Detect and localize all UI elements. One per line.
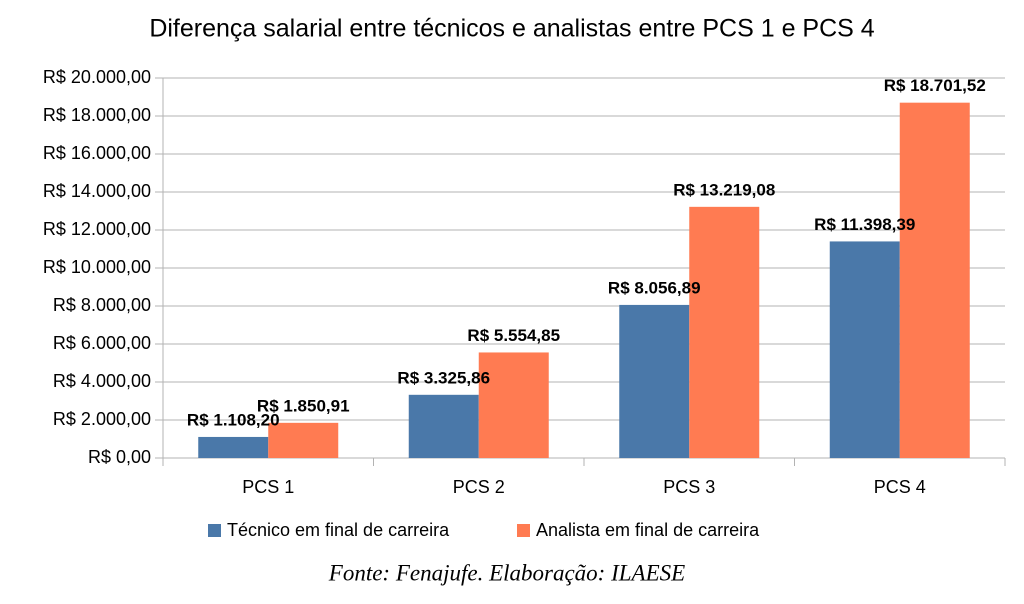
x-tick-label: PCS 4 (874, 477, 926, 497)
value-label: R$ 5.554,85 (467, 326, 560, 345)
chart-title: Diferença salarial entre técnicos e anal… (149, 15, 874, 43)
y-tick-label: R$ 2.000,00 (53, 409, 151, 429)
y-tick-label: R$ 4.000,00 (53, 371, 151, 391)
legend-label: Analista em final de carreira (536, 520, 760, 540)
y-tick-label: R$ 14.000,00 (43, 181, 151, 201)
x-tick-label: PCS 1 (242, 477, 294, 497)
legend-label: Técnico em final de carreira (227, 520, 450, 540)
value-label: R$ 18.701,52 (884, 76, 986, 95)
bar (829, 241, 900, 458)
value-label: R$ 13.219,08 (673, 180, 775, 199)
y-tick-label: R$ 0,00 (88, 447, 151, 467)
bar (689, 206, 760, 458)
x-tick-label: PCS 3 (663, 477, 715, 497)
bar (478, 352, 549, 458)
bar (268, 422, 339, 458)
y-tick-label: R$ 8.000,00 (53, 295, 151, 315)
value-label: R$ 11.398,39 (814, 215, 915, 234)
x-tick-label: PCS 2 (453, 477, 505, 497)
bar (899, 102, 970, 459)
bar (619, 304, 690, 458)
y-tick-label: R$ 18.000,00 (43, 105, 151, 125)
legend-swatch (517, 524, 530, 537)
y-tick-label: R$ 10.000,00 (43, 257, 151, 277)
value-label: R$ 1.108,20 (187, 410, 280, 429)
y-tick-label: R$ 6.000,00 (53, 333, 151, 353)
bar (408, 394, 479, 458)
legend-swatch (208, 524, 221, 537)
y-tick-label: R$ 12.000,00 (43, 219, 151, 239)
source-note: Fonte: Fenajufe. Elaboração: ILAESE (328, 560, 685, 585)
y-tick-label: R$ 20.000,00 (43, 67, 151, 87)
y-tick-label: R$ 16.000,00 (43, 143, 151, 163)
value-label: R$ 1.850,91 (257, 396, 350, 415)
bar (198, 436, 269, 458)
value-label: R$ 8.056,89 (608, 278, 701, 297)
value-label: R$ 3.325,86 (397, 368, 490, 387)
